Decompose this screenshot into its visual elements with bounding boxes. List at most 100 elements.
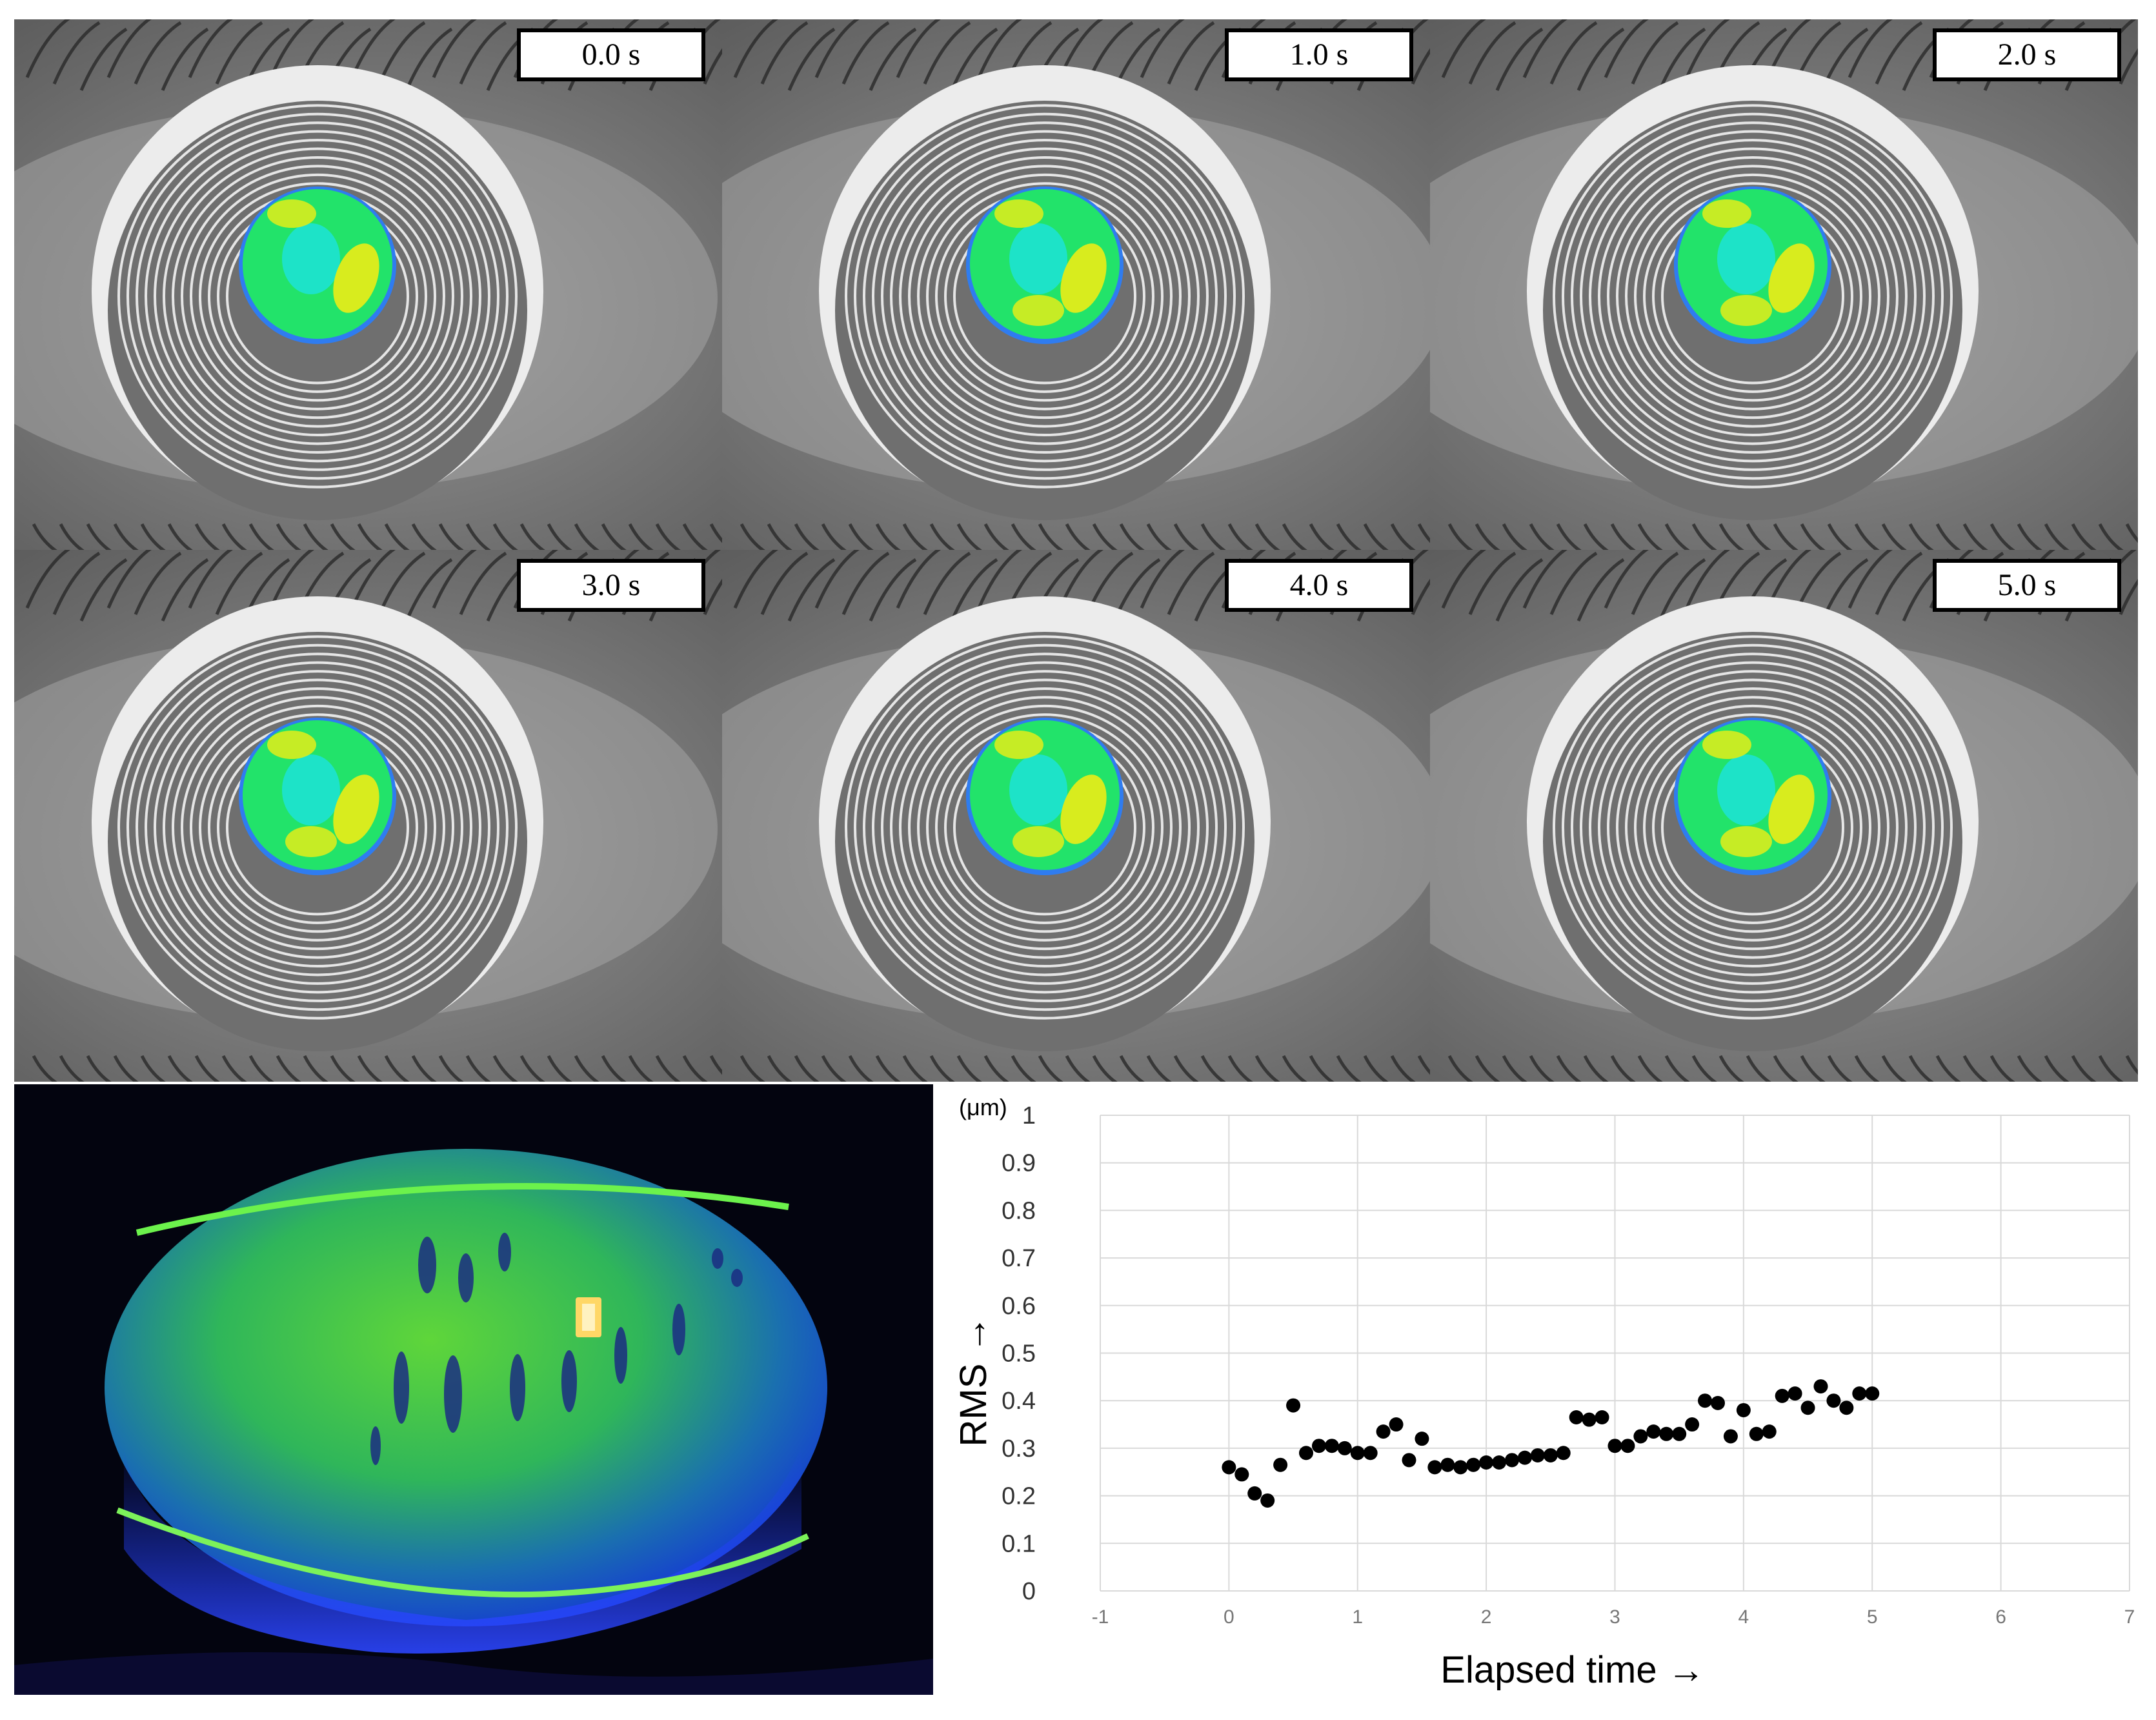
topography-panel-0s: 0.0 s: [14, 19, 722, 550]
eye-image: [722, 19, 1430, 550]
cornea: [105, 1149, 827, 1626]
x-tick-label: 7: [2124, 1606, 2135, 1628]
data-point: [1788, 1386, 1802, 1401]
data-point: [1505, 1453, 1519, 1468]
unit-label: (μm): [959, 1094, 1007, 1120]
topography-map: [239, 187, 396, 344]
eye-image: [1430, 550, 2138, 1082]
x-tick-label: 4: [1738, 1606, 1749, 1628]
data-point: [1646, 1424, 1661, 1439]
x-tick-label: 0: [1224, 1606, 1234, 1628]
y-tick-label: 0.2: [1002, 1483, 1036, 1510]
data-point: [1633, 1429, 1648, 1444]
data-point: [1492, 1455, 1507, 1470]
time-label: 1.0 s: [1225, 28, 1413, 81]
data-point: [1517, 1450, 1532, 1465]
y-tick-label: 0.5: [1002, 1341, 1036, 1368]
data-point: [1775, 1388, 1789, 1403]
y-tick-labels: 0 0.1 0.2 0.3 0.4 0.5 0.6 0.7 0.8 0.9 1: [1002, 1102, 1036, 1605]
x-tick-label: 5: [1867, 1606, 1878, 1628]
y-tick-label: 0.9: [1002, 1150, 1036, 1177]
topography-map: [966, 718, 1123, 875]
data-point: [1415, 1432, 1429, 1446]
data-point: [1800, 1401, 1815, 1415]
data-point: [1427, 1460, 1442, 1475]
time-label: 4.0 s: [1225, 559, 1413, 612]
data-point: [1736, 1402, 1751, 1417]
time-label: 2.0 s: [1933, 28, 2121, 81]
data-point: [1286, 1398, 1301, 1413]
data-point: [1222, 1460, 1236, 1475]
data-point: [1247, 1486, 1262, 1501]
data-points: [1222, 1379, 1880, 1508]
lower-tear-meniscus: [116, 1507, 809, 1598]
data-point: [1324, 1439, 1339, 1453]
data-point: [1607, 1439, 1622, 1453]
eye-image: [722, 550, 1430, 1082]
data-point: [1234, 1467, 1249, 1482]
data-point: [1749, 1426, 1764, 1441]
data-point: [1723, 1429, 1738, 1444]
data-point: [1839, 1401, 1854, 1415]
eye-image: [14, 19, 722, 550]
placido-rings: [117, 104, 518, 489]
eye-image: [14, 550, 722, 1082]
data-point: [1440, 1457, 1455, 1472]
data-point: [1530, 1448, 1545, 1462]
data-point: [1826, 1393, 1841, 1408]
data-point: [1350, 1446, 1365, 1461]
chart-grid: [1100, 1115, 2130, 1592]
x-axis-label: Elapsed time →: [1440, 1649, 1704, 1691]
rms-scatter-chart: 0 0.1 0.2 0.3 0.4 0.5 0.6 0.7 0.8 0.9 1 -1 0 1 2 3 4 5 6 7…: [936, 1084, 2155, 1717]
upper-tear-meniscus: [136, 1183, 789, 1236]
y-tick-label: 0.4: [1002, 1388, 1036, 1415]
topography-map: [966, 187, 1123, 344]
fluorescein-slit-lamp-photo: [14, 1084, 933, 1695]
data-point: [1311, 1439, 1326, 1453]
data-point: [1260, 1493, 1275, 1508]
x-tick-label: 6: [1995, 1606, 2006, 1628]
topography-panel-1s: 1.0 s: [722, 19, 1430, 550]
data-point: [1582, 1412, 1597, 1427]
placido-rings: [117, 635, 518, 1020]
x-tick-labels: -1 0 1 2 3 4 5 6 7: [1092, 1606, 2135, 1628]
data-point: [1595, 1410, 1609, 1424]
data-point: [1556, 1446, 1571, 1461]
y-tick-label: 1: [1022, 1102, 1036, 1129]
data-point: [1337, 1441, 1352, 1455]
data-point: [1852, 1386, 1867, 1401]
chart-svg: 0 0.1 0.2 0.3 0.4 0.5 0.6 0.7 0.8 0.9 1 -1 0 1 2 3 4 5 6 7…: [952, 1094, 2135, 1691]
data-point: [1659, 1426, 1674, 1441]
data-point: [1543, 1448, 1558, 1462]
data-point: [1813, 1379, 1828, 1394]
y-tick-label: 0.1: [1002, 1530, 1036, 1557]
placido-rings: [845, 635, 1245, 1020]
time-label: 5.0 s: [1933, 559, 2121, 612]
topography-map: [1674, 187, 1831, 344]
topography-panel-5s: 5.0 s: [1430, 550, 2138, 1082]
data-point: [1620, 1439, 1635, 1453]
y-tick-label: 0.3: [1002, 1435, 1036, 1462]
data-point: [1711, 1395, 1725, 1410]
data-point: [1698, 1393, 1713, 1408]
x-tick-label: 1: [1352, 1606, 1363, 1628]
y-axis-label: RMS →: [952, 1316, 994, 1447]
data-point: [1569, 1410, 1584, 1424]
data-point: [1376, 1424, 1391, 1439]
topography-panel-2s: 2.0 s: [1430, 19, 2138, 550]
topography-panel-3s: 3.0 s: [14, 550, 722, 1082]
time-label: 3.0 s: [517, 559, 705, 612]
y-tick-label: 0: [1022, 1578, 1036, 1605]
x-tick-label: 3: [1609, 1606, 1620, 1628]
data-point: [1685, 1417, 1700, 1432]
eye-image: [1430, 19, 2138, 550]
x-tick-label: -1: [1092, 1606, 1109, 1628]
data-point: [1865, 1386, 1880, 1401]
data-point: [1389, 1417, 1404, 1432]
placido-rings: [1553, 635, 1953, 1020]
topography-panel-4s: 4.0 s: [722, 550, 1430, 1082]
topography-map: [239, 718, 396, 875]
data-point: [1273, 1457, 1288, 1472]
fluorescein-image: [14, 1084, 933, 1695]
data-point: [1453, 1460, 1468, 1475]
